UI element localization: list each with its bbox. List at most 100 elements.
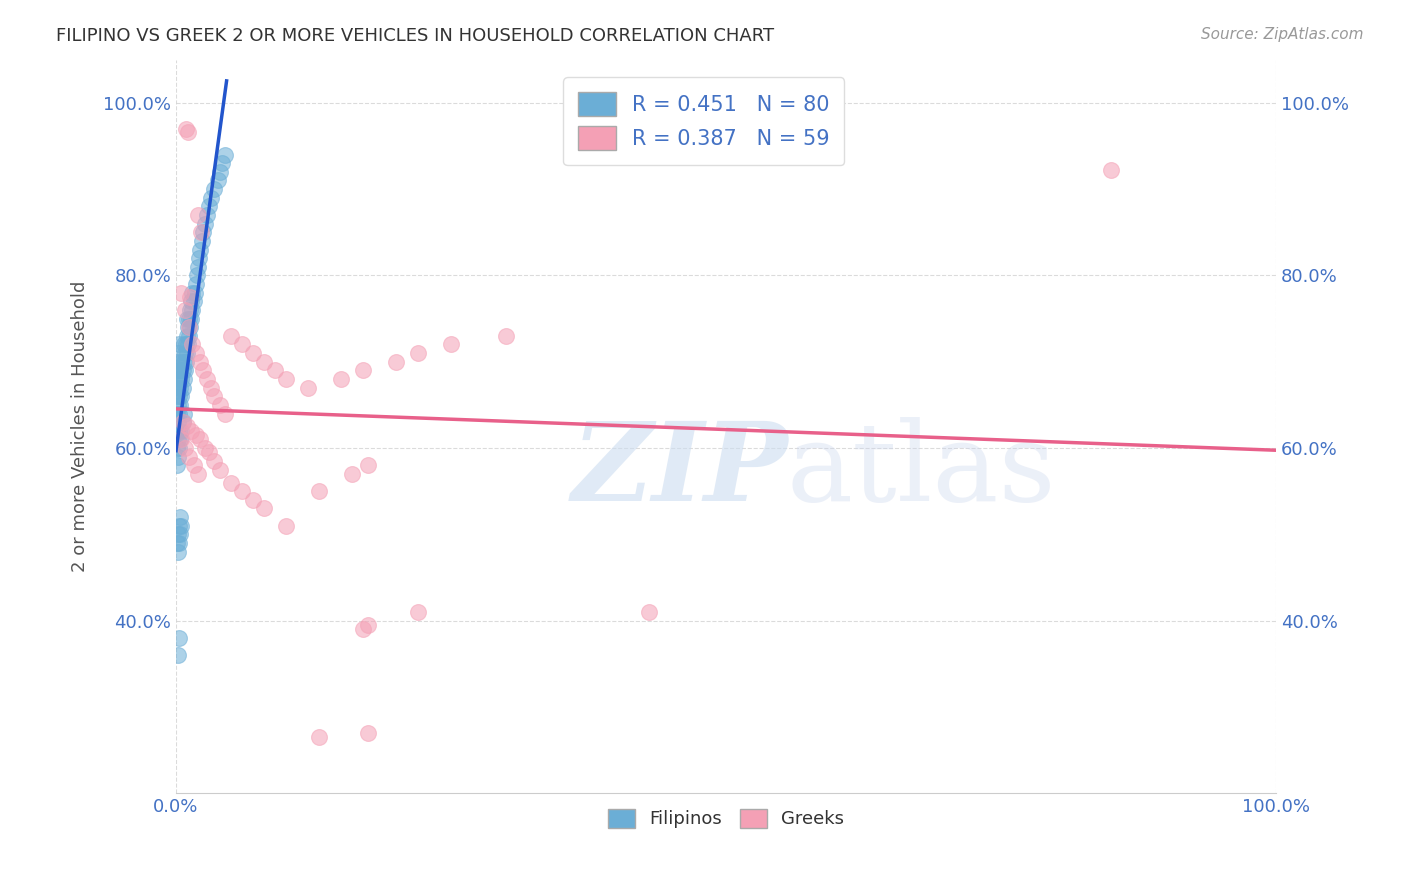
Point <box>187 260 209 274</box>
Point <box>169 398 191 412</box>
Point <box>166 536 188 550</box>
Point <box>297 381 319 395</box>
Point <box>264 363 287 377</box>
Point <box>187 467 209 481</box>
Point <box>200 381 222 395</box>
Point <box>173 337 195 351</box>
Point <box>167 381 190 395</box>
Point <box>169 433 191 447</box>
Point <box>169 337 191 351</box>
Point <box>176 346 198 360</box>
Point <box>169 372 191 386</box>
Point <box>188 251 211 265</box>
Point <box>195 372 218 386</box>
Point <box>188 355 211 369</box>
Point <box>176 419 198 434</box>
Point <box>170 433 193 447</box>
Point <box>167 346 190 360</box>
Point <box>169 510 191 524</box>
Point <box>242 492 264 507</box>
Point <box>166 458 188 473</box>
Point <box>177 337 200 351</box>
Point <box>177 125 200 139</box>
Point <box>181 337 204 351</box>
Point <box>208 462 231 476</box>
Text: ZIP: ZIP <box>572 417 789 524</box>
Point <box>170 518 193 533</box>
Point <box>357 458 380 473</box>
Point <box>169 407 191 421</box>
Point <box>274 372 297 386</box>
Point <box>253 355 276 369</box>
Point <box>173 346 195 360</box>
Point <box>173 441 195 455</box>
Point <box>308 484 330 499</box>
Point <box>385 355 408 369</box>
Point <box>352 363 374 377</box>
Point <box>204 389 226 403</box>
Point <box>172 415 194 429</box>
Point <box>179 450 201 464</box>
Point <box>495 328 517 343</box>
Point <box>173 355 195 369</box>
Point <box>340 467 363 481</box>
Point <box>167 363 190 377</box>
Point <box>184 277 207 291</box>
Point <box>179 320 201 334</box>
Point <box>173 372 195 386</box>
Point <box>169 363 191 377</box>
Point <box>195 208 218 222</box>
Point <box>207 173 229 187</box>
Point <box>179 302 201 317</box>
Point <box>204 454 226 468</box>
Point <box>183 294 205 309</box>
Point <box>172 415 194 429</box>
Point <box>190 225 212 239</box>
Point <box>219 328 242 343</box>
Point <box>169 631 191 645</box>
Point <box>177 320 200 334</box>
Point <box>167 648 190 663</box>
Point <box>187 208 209 222</box>
Point <box>169 424 191 438</box>
Point <box>208 398 231 412</box>
Point <box>176 328 198 343</box>
Point <box>186 268 208 283</box>
Point <box>204 182 226 196</box>
Point <box>352 623 374 637</box>
Point <box>167 527 190 541</box>
Text: atlas: atlas <box>786 417 1056 524</box>
Point <box>167 415 190 429</box>
Point <box>180 294 202 309</box>
Point <box>174 355 197 369</box>
Point <box>183 285 205 300</box>
Point <box>231 337 253 351</box>
Point <box>169 389 191 403</box>
Point <box>242 346 264 360</box>
Point <box>172 381 194 395</box>
Point <box>169 441 191 455</box>
Point <box>167 433 190 447</box>
Point <box>198 199 221 213</box>
Point <box>214 147 236 161</box>
Point <box>170 424 193 438</box>
Point <box>308 731 330 745</box>
Point <box>169 527 191 541</box>
Point <box>170 355 193 369</box>
Point <box>169 536 191 550</box>
Point <box>166 372 188 386</box>
Point <box>180 311 202 326</box>
Point <box>174 121 197 136</box>
Point <box>188 433 211 447</box>
Point <box>274 518 297 533</box>
Point <box>180 424 202 438</box>
Point <box>173 407 195 421</box>
Point <box>166 424 188 438</box>
Point <box>181 285 204 300</box>
Point <box>191 234 214 248</box>
Point <box>170 389 193 403</box>
Point <box>167 544 190 558</box>
Point <box>184 428 207 442</box>
Point <box>194 217 217 231</box>
Legend: Filipinos, Greeks: Filipinos, Greeks <box>600 802 852 836</box>
